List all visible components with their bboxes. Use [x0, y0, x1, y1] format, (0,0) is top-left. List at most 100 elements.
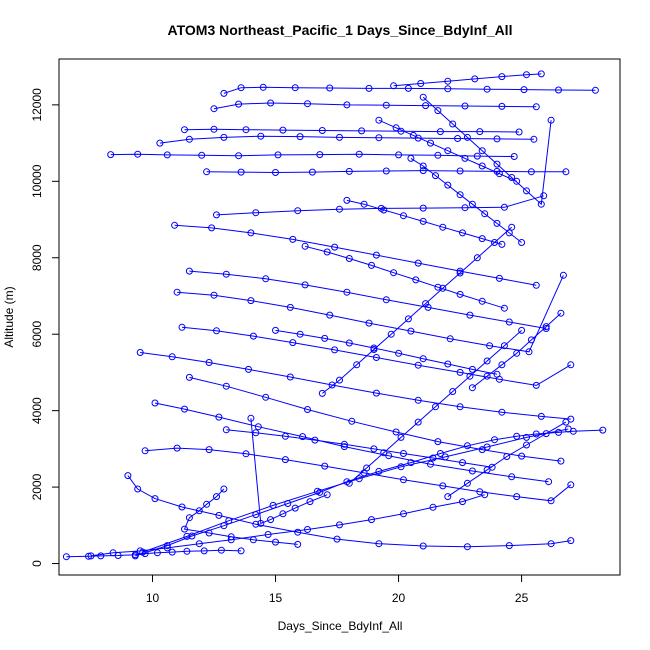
series-7 [151, 399, 553, 486]
data-point [237, 547, 245, 555]
series-26 [247, 414, 331, 527]
data-point [296, 133, 304, 141]
data-point [468, 365, 476, 373]
data-point [348, 417, 356, 425]
data-point [412, 276, 420, 284]
data-point [422, 300, 430, 308]
data-point [375, 116, 383, 124]
data-point [382, 101, 390, 109]
data-point [375, 467, 383, 475]
data-point [537, 412, 545, 420]
data-point [542, 325, 550, 332]
series-13 [171, 221, 540, 289]
data-point [326, 84, 334, 92]
data-point [599, 426, 607, 434]
data-point [247, 297, 255, 305]
data-point [562, 418, 570, 426]
series-14 [213, 192, 548, 219]
data-point [459, 229, 466, 237]
series-15 [203, 167, 570, 176]
data-point [414, 418, 422, 426]
data-point [446, 335, 454, 343]
data-point [559, 271, 567, 279]
series-line [184, 128, 520, 133]
data-point [468, 467, 476, 475]
data-point [267, 516, 275, 524]
data-point [532, 103, 540, 111]
data-point [461, 154, 469, 162]
data-point [463, 442, 471, 450]
data-point [505, 318, 513, 326]
data-point [252, 209, 260, 217]
data-point [400, 450, 407, 457]
series-4 [139, 425, 572, 556]
data-point [380, 449, 388, 457]
data-point [419, 355, 427, 363]
data-point [400, 510, 407, 518]
data-point [306, 498, 314, 506]
data-point [336, 376, 343, 384]
data-point [151, 495, 159, 503]
data-point [444, 360, 452, 368]
series-19 [210, 99, 540, 113]
data-point [505, 229, 513, 237]
data-point [336, 205, 343, 213]
data-point [500, 203, 508, 211]
data-point [562, 168, 570, 176]
data-point [498, 408, 506, 416]
series-3 [131, 426, 607, 560]
data-point [463, 543, 471, 551]
data-point [252, 520, 260, 528]
data-point [557, 457, 565, 465]
data-point [210, 125, 218, 133]
series-9 [136, 349, 575, 423]
data-point [345, 479, 353, 487]
data-point [390, 269, 398, 277]
data-point [156, 139, 164, 147]
data-point [363, 464, 371, 472]
data-point [249, 536, 257, 544]
data-point [345, 339, 353, 347]
data-point [375, 134, 383, 142]
data-point [456, 403, 464, 411]
data-point [237, 84, 245, 92]
data-point [340, 440, 348, 448]
data-point [291, 504, 299, 512]
data-point [279, 510, 287, 518]
data-point [185, 267, 193, 275]
series-line [90, 494, 485, 557]
data-point [372, 354, 380, 361]
data-point [444, 493, 452, 501]
series-line [154, 402, 549, 483]
data-point [523, 433, 530, 441]
series-line [410, 157, 522, 243]
data-point [235, 100, 243, 108]
data-point [222, 382, 230, 390]
data-point [483, 357, 491, 365]
data-point [392, 124, 400, 132]
series-line [145, 447, 572, 502]
data-point [183, 547, 191, 555]
data-point [368, 516, 375, 524]
data-point [564, 425, 572, 433]
series-line [140, 352, 571, 420]
data-point [274, 151, 282, 159]
data-point [483, 85, 491, 93]
data-point [395, 349, 403, 357]
data-point [400, 476, 407, 484]
data-point [345, 167, 353, 175]
data-point [478, 297, 486, 305]
data-point [213, 211, 220, 219]
data-point [498, 102, 506, 110]
data-point [500, 304, 508, 312]
data-point [419, 217, 427, 225]
data-point [308, 168, 316, 176]
data-point [343, 101, 351, 109]
data-point [333, 535, 341, 543]
data-point [249, 332, 257, 340]
data-point [304, 406, 311, 413]
series-line [472, 312, 562, 389]
data-point [545, 478, 553, 486]
data-point [500, 342, 508, 350]
data-point [434, 438, 442, 446]
